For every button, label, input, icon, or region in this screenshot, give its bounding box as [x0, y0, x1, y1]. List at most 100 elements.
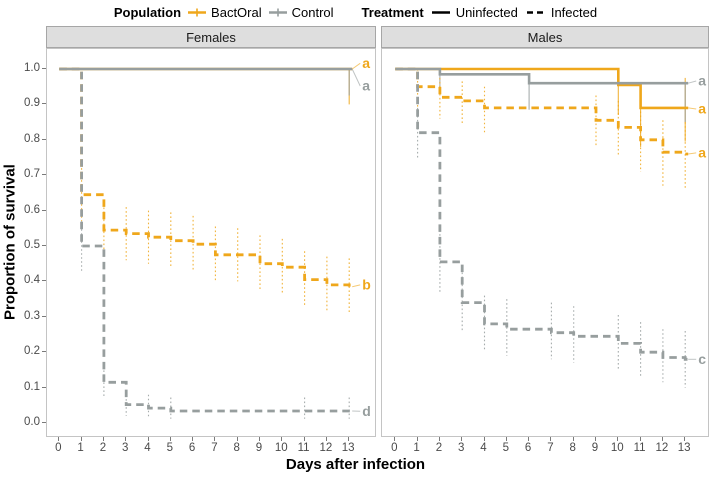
- x-tick-mark: [684, 437, 686, 441]
- x-tick-mark: [483, 437, 485, 441]
- x-tick-label: 7: [547, 442, 554, 454]
- end-label-leader: [688, 152, 697, 155]
- x-axis-title: Days after infection: [285, 456, 426, 473]
- x-tick-mark: [595, 437, 596, 441]
- y-tick-mark: [42, 351, 46, 353]
- x-tick-mark: [236, 437, 238, 441]
- x-tick-label: 1: [77, 442, 84, 454]
- x-tick-mark: [639, 437, 641, 441]
- end-label-leader: [688, 107, 697, 110]
- x-tick-label: 12: [655, 442, 669, 454]
- x-tick-label: 5: [166, 442, 173, 454]
- significance-letter-label: a: [362, 78, 370, 94]
- significance-letter-label: c: [698, 351, 706, 367]
- x-tick-mark: [192, 437, 194, 441]
- significance-letter-label: a: [698, 144, 706, 160]
- x-tick-mark: [102, 437, 104, 441]
- x-tick-mark: [259, 437, 260, 441]
- x-tick-label: 9: [591, 442, 599, 454]
- x-tick-label: 6: [188, 442, 196, 454]
- x-tick-label: 4: [144, 442, 151, 454]
- y-tick-mark: [42, 422, 46, 423]
- y-tick-label: 0.6: [24, 203, 40, 216]
- x-tick-label: 3: [457, 442, 465, 454]
- legend-item-label: Control: [291, 4, 334, 20]
- legend-population-title: Population: [113, 4, 182, 20]
- x-tick-mark: [438, 437, 440, 441]
- y-tick-mark: [42, 138, 46, 140]
- legend-population-key-icon: [188, 8, 207, 17]
- x-tick-mark: [572, 437, 574, 441]
- x-tick-label: 10: [610, 442, 624, 454]
- y-tick-mark: [42, 209, 46, 211]
- facet-strip-males: Males: [381, 26, 709, 48]
- legend-treatment-title: Treatment: [361, 4, 424, 20]
- x-tick-mark: [58, 437, 60, 441]
- y-tick-mark: [42, 68, 46, 69]
- x-tick-mark: [303, 437, 305, 441]
- y-tick-mark: [42, 174, 46, 176]
- y-tick-label: 0.4: [24, 274, 40, 287]
- x-tick-mark: [461, 437, 463, 441]
- x-tick-label: 11: [297, 442, 310, 454]
- x-tick-label: 6: [524, 442, 532, 454]
- y-tick-mark: [42, 386, 46, 388]
- x-tick-mark: [394, 437, 396, 441]
- y-tick-label: 0.1: [24, 380, 40, 393]
- x-tick-label: 11: [633, 442, 646, 454]
- x-tick-label: 3: [121, 442, 129, 454]
- facet-strip-females: Females: [46, 26, 376, 48]
- legend-item-uninfected: Uninfected: [431, 5, 518, 20]
- end-label-leader: [688, 80, 697, 84]
- legend-item-bactoral: BactOral: [188, 5, 262, 20]
- survival-curve-bactoral-uninfected: [395, 67, 689, 110]
- x-tick-mark: [147, 437, 149, 441]
- x-tick-mark: [169, 437, 171, 441]
- legend-item-label: Uninfected: [455, 4, 518, 20]
- y-tick-mark: [42, 280, 46, 282]
- legend-item-control: Control: [268, 4, 334, 20]
- y-tick-label: 0.9: [24, 97, 40, 110]
- x-tick-label: 13: [341, 442, 355, 454]
- x-tick-label: 8: [233, 442, 240, 454]
- x-tick-mark: [661, 437, 663, 441]
- solid-line-key-icon: [431, 11, 450, 14]
- x-tick-label: 4: [480, 442, 487, 454]
- y-tick-label: 0.0: [24, 416, 40, 428]
- end-label-leader: [351, 68, 361, 87]
- legend-item-infected: Infected: [526, 5, 597, 20]
- dashed-line-key-icon: [526, 11, 545, 14]
- survival-curve-control-infected: [59, 67, 353, 413]
- y-tick-label: 0.8: [24, 132, 40, 145]
- x-tick-label: 13: [677, 442, 691, 454]
- legend: Population BactOral Control Treatment Uni…: [0, 2, 711, 22]
- x-tick-label: 8: [569, 442, 576, 454]
- x-tick-label: 0: [391, 442, 398, 454]
- x-tick-label: 9: [255, 442, 263, 454]
- y-tick-mark: [42, 245, 46, 246]
- y-tick-mark: [42, 103, 46, 105]
- y-tick-label: 0.7: [24, 168, 40, 181]
- legend-treatment-items: Uninfected Infected: [431, 5, 597, 20]
- x-tick-mark: [348, 437, 350, 441]
- x-tick-mark: [125, 437, 127, 441]
- x-tick-mark: [325, 437, 327, 441]
- x-tick-label: 2: [435, 442, 443, 454]
- significance-letter-label: a: [698, 101, 706, 117]
- x-tick-label: 7: [211, 442, 218, 454]
- survival-curve-control-uninfected: [395, 67, 689, 85]
- end-label-leader: [351, 62, 361, 70]
- survival-chart-females: aa b d: [59, 55, 371, 419]
- x-tick-mark: [281, 437, 283, 441]
- y-tick-label: 0.2: [24, 345, 40, 358]
- x-tick-mark: [416, 437, 418, 441]
- significance-letter-label: b: [362, 276, 371, 292]
- y-tick-mark: [42, 315, 46, 317]
- x-tick-label: 1: [413, 442, 420, 454]
- x-tick-label: 5: [502, 442, 509, 454]
- legend-item-label: Infected: [550, 4, 598, 20]
